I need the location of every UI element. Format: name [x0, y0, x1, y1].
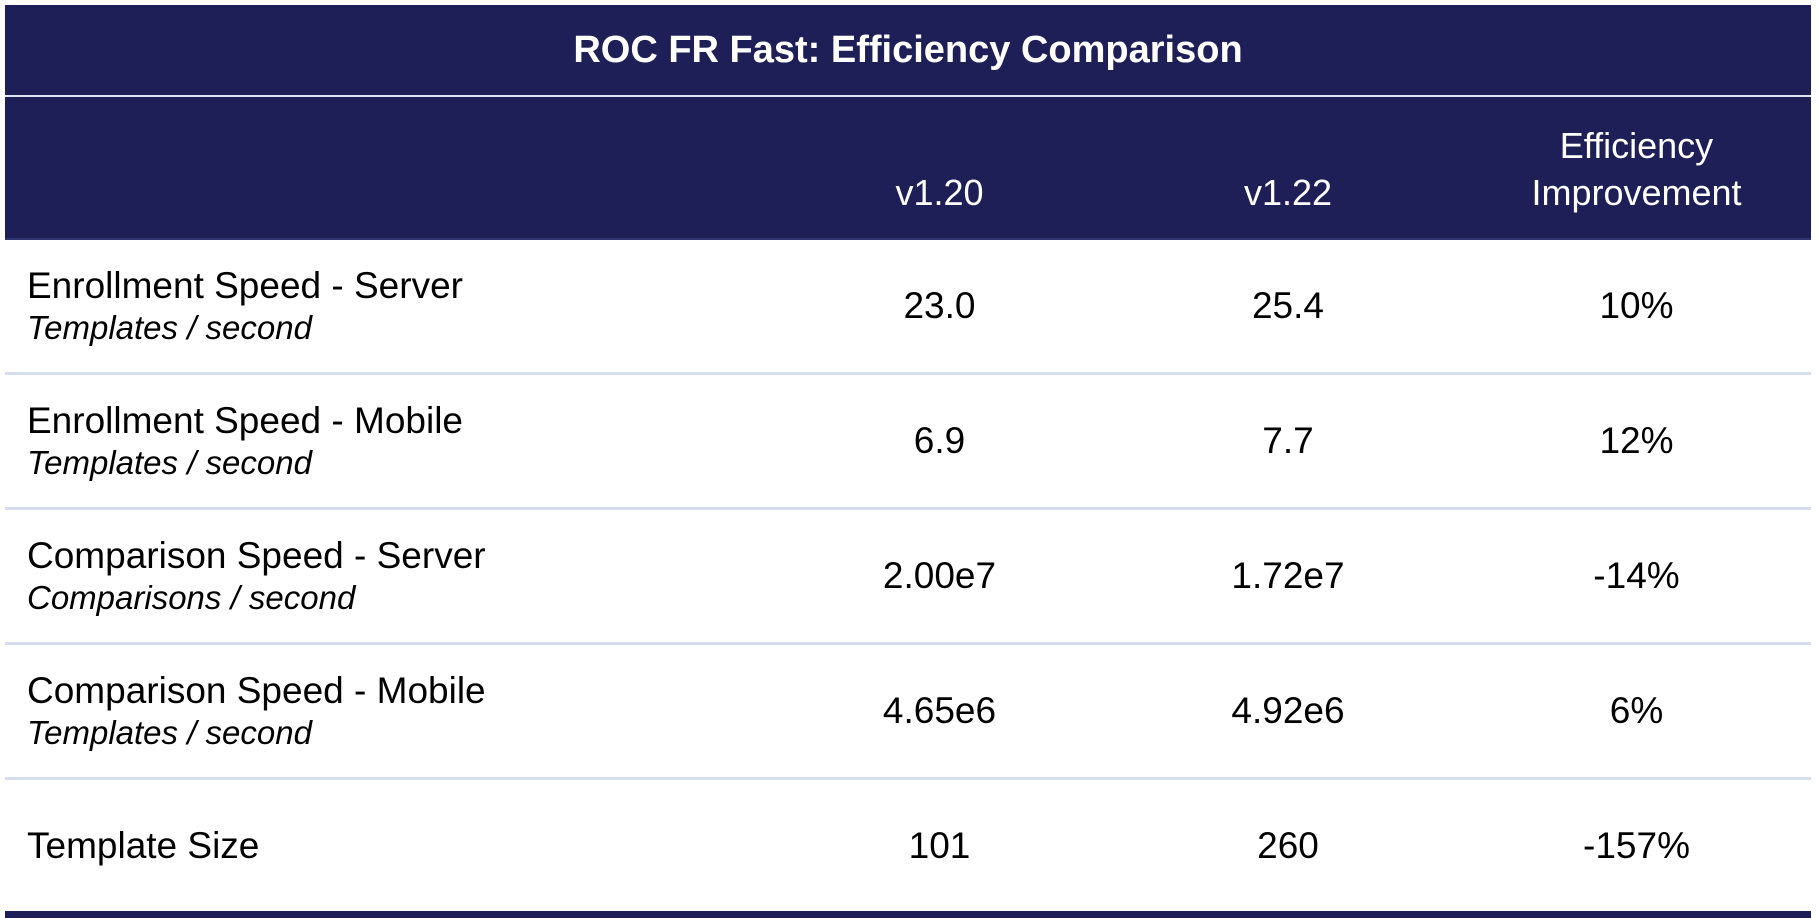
metric-cell: Comparison Speed - Server Comparisons / …	[5, 510, 765, 642]
v120-value: 2.00e7	[882, 555, 997, 596]
table-row: Enrollment Speed - Mobile Templates / se…	[5, 375, 1811, 510]
v120-value: 4.65e6	[882, 690, 997, 731]
header-v120: v1.20	[895, 172, 984, 213]
table-row: Comparison Speed - Server Comparisons / …	[5, 510, 1811, 645]
v120-value: 101	[908, 824, 971, 866]
metric-unit: Templates / second	[27, 309, 312, 346]
metric-name: Comparison Speed - Server	[27, 535, 486, 576]
table-row: Template Size 101 260 -157%	[5, 780, 1811, 918]
improvement-value: 10%	[1599, 285, 1674, 326]
metric-cell: Enrollment Speed - Server Templates / se…	[5, 240, 765, 372]
metric-cell: Comparison Speed - Mobile Templates / se…	[5, 645, 765, 777]
metric-unit: Comparisons / second	[27, 579, 356, 616]
metric-name: Template Size	[27, 824, 260, 866]
v120-value: 23.0	[903, 285, 976, 326]
header-improvement-line2: Improvement	[1531, 172, 1742, 213]
metric-name: Comparison Speed - Mobile	[27, 670, 486, 711]
metric-unit: Templates / second	[27, 444, 312, 481]
table-row: Enrollment Speed - Server Templates / se…	[5, 240, 1811, 375]
header-v122: v1.22	[1243, 172, 1333, 213]
metric-cell: Template Size	[5, 780, 765, 911]
efficiency-comparison-table: ROC FR Fast: Efficiency Comparison v1.20…	[5, 5, 1811, 918]
table-row: Comparison Speed - Mobile Templates / se…	[5, 645, 1811, 780]
header-metric	[5, 97, 765, 238]
improvement-value: -157%	[1583, 824, 1690, 866]
improvement-value: 12%	[1599, 420, 1674, 461]
v122-value: 25.4	[1251, 285, 1324, 326]
table-title: ROC FR Fast: Efficiency Comparison	[5, 5, 1811, 97]
metric-cell: Enrollment Speed - Mobile Templates / se…	[5, 375, 765, 507]
column-header-row: v1.20 v1.22 Efficiency Improvement	[5, 97, 1811, 240]
metric-name: Enrollment Speed - Mobile	[27, 400, 463, 441]
improvement-value: 6%	[1609, 690, 1664, 731]
v122-value: 1.72e7	[1231, 555, 1345, 596]
improvement-value: -14%	[1593, 555, 1680, 596]
v120-value: 6.9	[913, 420, 966, 461]
header-improvement-line1: Efficiency	[1559, 125, 1714, 166]
v122-value: 4.92e6	[1231, 690, 1345, 731]
header-improvement: Efficiency Improvement	[1462, 97, 1811, 238]
v122-value: 7.7	[1262, 420, 1314, 461]
metric-name: Enrollment Speed - Server	[27, 265, 463, 306]
metric-unit: Templates / second	[27, 714, 312, 751]
v122-value: 260	[1257, 824, 1319, 866]
